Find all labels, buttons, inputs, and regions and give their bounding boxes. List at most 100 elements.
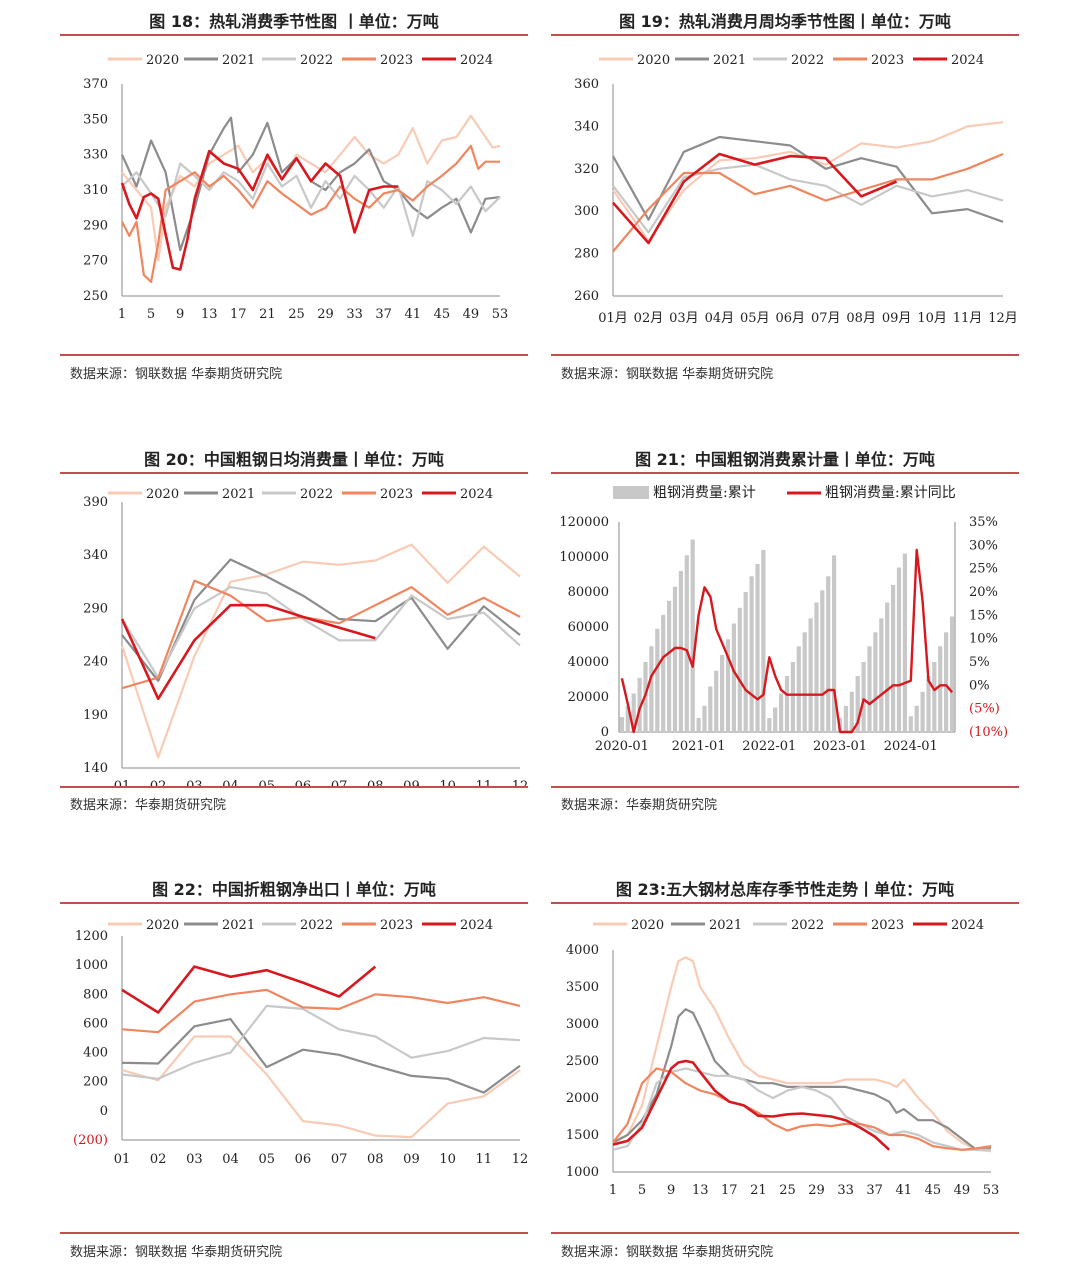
y-right-tick-label: 20% xyxy=(969,585,998,600)
y-right-tick-label: 15% xyxy=(969,608,998,623)
panel-fig21: 图 21：中国粗钢消费累计量丨单位：万吨 0 20000 40000 60000 800… xyxy=(551,438,1019,838)
legend-label: 2023 xyxy=(380,53,413,68)
source-note: 数据来源：华泰期货研究院 xyxy=(70,798,227,813)
y-tick-label: 260 xyxy=(574,289,599,304)
x-tick-label: 53 xyxy=(492,307,509,322)
y-right-tick-label: 5% xyxy=(969,655,990,670)
source-note: 数据来源：钢联数据 华泰期货研究院 xyxy=(561,1245,774,1260)
legend-label: 2023 xyxy=(380,918,413,933)
bar xyxy=(832,555,837,733)
bar xyxy=(885,602,890,732)
bar xyxy=(879,618,884,733)
x-tick-label: 01月 xyxy=(598,311,628,326)
x-tick-label: 2021-01 xyxy=(672,739,726,754)
series-line-2021 xyxy=(120,116,501,252)
x-tick-label: 33 xyxy=(837,1183,854,1198)
x-tick-label: 53 xyxy=(983,1183,1000,1198)
y-tick-label: 0 xyxy=(100,1104,108,1119)
source-note: 数据来源：钢联数据 华泰期货研究院 xyxy=(561,367,774,382)
x-tick-label: 17 xyxy=(230,307,247,322)
chart-fig18: 250 270 290 310 330 350 370 1 5 9 13 17 21 25 29 33 37 41… xyxy=(83,53,509,322)
bar xyxy=(902,553,907,732)
x-tick-label: 33 xyxy=(346,307,363,322)
title-rule xyxy=(551,472,1019,474)
y-left-tick-label: 20000 xyxy=(568,690,609,705)
x-tick-label: 37 xyxy=(375,307,392,322)
y-tick-label: 290 xyxy=(83,601,108,616)
bar xyxy=(714,670,719,733)
bar xyxy=(731,623,736,732)
y-tick-label: 1500 xyxy=(566,1128,599,1143)
x-tick-label: 41 xyxy=(895,1183,912,1198)
x-tick-label: 02 xyxy=(150,1152,167,1167)
legend-label: 粗钢消费量:累计 xyxy=(653,485,756,501)
chart-fig19: 260 280 300 320 340 360 01月 02月 03月 04月 05月 06月 07月 0… xyxy=(574,53,1018,326)
y-right-tick-label: 25% xyxy=(969,562,998,577)
y-tick-label: 340 xyxy=(83,548,108,563)
panel-fig19: 图 19：热轧消费月周均季节性图丨单位：万吨 260 280 300 320 340 36… xyxy=(551,0,1019,400)
bar xyxy=(861,662,866,732)
y-tick-label: 1000 xyxy=(75,958,108,973)
series-line-2020 xyxy=(121,114,501,262)
x-tick-label: 07月 xyxy=(811,311,841,326)
source-note: 数据来源：钢联数据 华泰期货研究院 xyxy=(70,367,283,382)
y-tick-label: 320 xyxy=(574,162,599,177)
bar xyxy=(926,676,931,732)
bar xyxy=(932,662,937,732)
x-tick-label: 1 xyxy=(118,307,126,322)
bar xyxy=(908,716,913,733)
x-tick-label: 2020-01 xyxy=(595,739,649,754)
bar xyxy=(625,705,630,733)
bar xyxy=(920,691,925,733)
series-line-2024 xyxy=(612,152,898,245)
x-tick-label: 06月 xyxy=(775,311,805,326)
bar xyxy=(914,705,919,733)
x-tick-label: 08月 xyxy=(846,311,876,326)
x-tick-label: 12 xyxy=(512,779,528,788)
series-line-2023 xyxy=(612,152,1004,253)
series-line-yoy xyxy=(620,548,954,734)
source-rule xyxy=(60,1232,528,1234)
legend-label: 2020 xyxy=(637,53,670,68)
series-line-2022 xyxy=(121,162,501,237)
bar xyxy=(790,662,795,732)
y-tick-label: 3000 xyxy=(566,1017,599,1032)
x-tick-label: 01 xyxy=(114,1152,131,1167)
bar xyxy=(637,677,642,733)
bar xyxy=(820,590,825,733)
x-tick-label: 08 xyxy=(367,1152,384,1167)
x-tick-label: 5 xyxy=(638,1183,646,1198)
y-tick-label: 350 xyxy=(83,112,108,127)
chart-title: 图 20：中国粗钢日均消费量丨单位：万吨 xyxy=(144,450,444,469)
legend-label: 2023 xyxy=(380,487,413,502)
x-tick-label: 49 xyxy=(954,1183,971,1198)
x-tick-label: 09 xyxy=(403,779,420,788)
y-tick-label: 600 xyxy=(83,1016,108,1031)
title-rule xyxy=(60,472,528,474)
x-tick-label: 29 xyxy=(808,1183,825,1198)
legend-label: 2022 xyxy=(300,918,333,933)
panel-fig18: 图 18：热轧消费季节性图 丨单位：万吨 250 270 290 310 330 350 3… xyxy=(60,0,528,400)
series-line-2024 xyxy=(121,965,377,1014)
bar xyxy=(725,639,731,733)
panel-fig22: 图 22：中国折粗钢净出口丨单位：万吨 (200) 0 200 400 600 800 10… xyxy=(60,868,528,1268)
series-line-2023 xyxy=(121,988,521,1034)
y-tick-label: 190 xyxy=(83,708,108,723)
bar xyxy=(661,614,666,733)
x-tick-label: 29 xyxy=(317,307,334,322)
series-line-2024 xyxy=(612,1059,891,1151)
y-right-tick-label: 35% xyxy=(969,515,998,530)
bar xyxy=(873,632,878,733)
x-tick-label: 21 xyxy=(750,1183,767,1198)
bar xyxy=(867,646,872,733)
legend-label: 2022 xyxy=(791,918,824,933)
chart-title: 图 23:五大钢材总库存季节性走势丨单位：万吨 xyxy=(615,880,955,899)
x-tick-label: 09月 xyxy=(882,311,912,326)
series-line-2021 xyxy=(612,1008,992,1151)
bar xyxy=(773,707,778,732)
x-tick-label: 05 xyxy=(258,779,275,788)
bar xyxy=(784,676,790,732)
legend-label: 2021 xyxy=(222,53,255,68)
bar xyxy=(779,693,784,732)
legend-label: 2023 xyxy=(871,53,904,68)
